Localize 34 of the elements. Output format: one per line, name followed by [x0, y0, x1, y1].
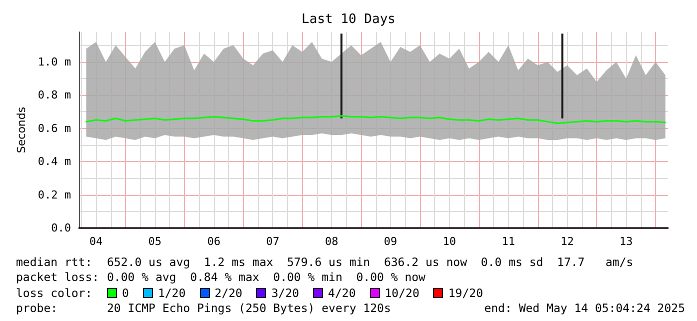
text: 19/20 — [448, 286, 483, 300]
text: 652.0 us avg 1.2 ms max 579.6 us min 636.2 us now 0.0 ms sd 17.7 am/s — [107, 254, 634, 269]
text: probe: — [16, 301, 59, 316]
x-tick-label: 04 — [89, 235, 104, 248]
y-axis-title: Seconds — [15, 106, 28, 154]
y-tick-label: 1.0 m — [38, 55, 72, 68]
y-tick-label: 0.0 — [51, 222, 72, 234]
text: 3/20 — [271, 286, 300, 300]
text: 0 — [122, 286, 129, 300]
text: 0.00 % avg 0.84 % max 0.00 % min 0.00 % now — [107, 270, 426, 284]
y-tick-label: 0.8 m — [38, 88, 72, 102]
x-tick-label: 10 — [442, 235, 456, 248]
text: median rtt: — [16, 254, 94, 269]
text: 10/20 — [384, 286, 420, 300]
x-tick-label: 07 — [266, 235, 280, 248]
x-tick-label: 12 — [560, 235, 574, 248]
x-tick-label: 06 — [207, 235, 220, 248]
text: 4/20 — [328, 286, 356, 300]
text: 1/20 — [158, 286, 186, 300]
text: 2/20 — [214, 286, 242, 300]
y-tick-label: 0.4 m — [38, 155, 72, 168]
chart-title: Last 10 Days — [302, 12, 396, 27]
text: loss color: — [16, 286, 94, 300]
y-tick-label: 0.6 m — [38, 122, 72, 135]
y-tick-label: 0.2 m — [38, 188, 72, 202]
x-tick-label: 05 — [148, 235, 162, 248]
x-tick-label: 09 — [384, 235, 398, 248]
x-tick-label: 13 — [619, 235, 633, 248]
x-tick-label: 08 — [325, 235, 338, 248]
text: 20 ICMP Echo Pings (250 Bytes) every 120s — [107, 301, 391, 316]
text: end: Wed May 14 05:04:24 2025 — [484, 301, 685, 316]
text: packet loss: — [16, 270, 100, 284]
line-series — [85, 115, 666, 124]
x-tick-label: 11 — [502, 235, 515, 248]
